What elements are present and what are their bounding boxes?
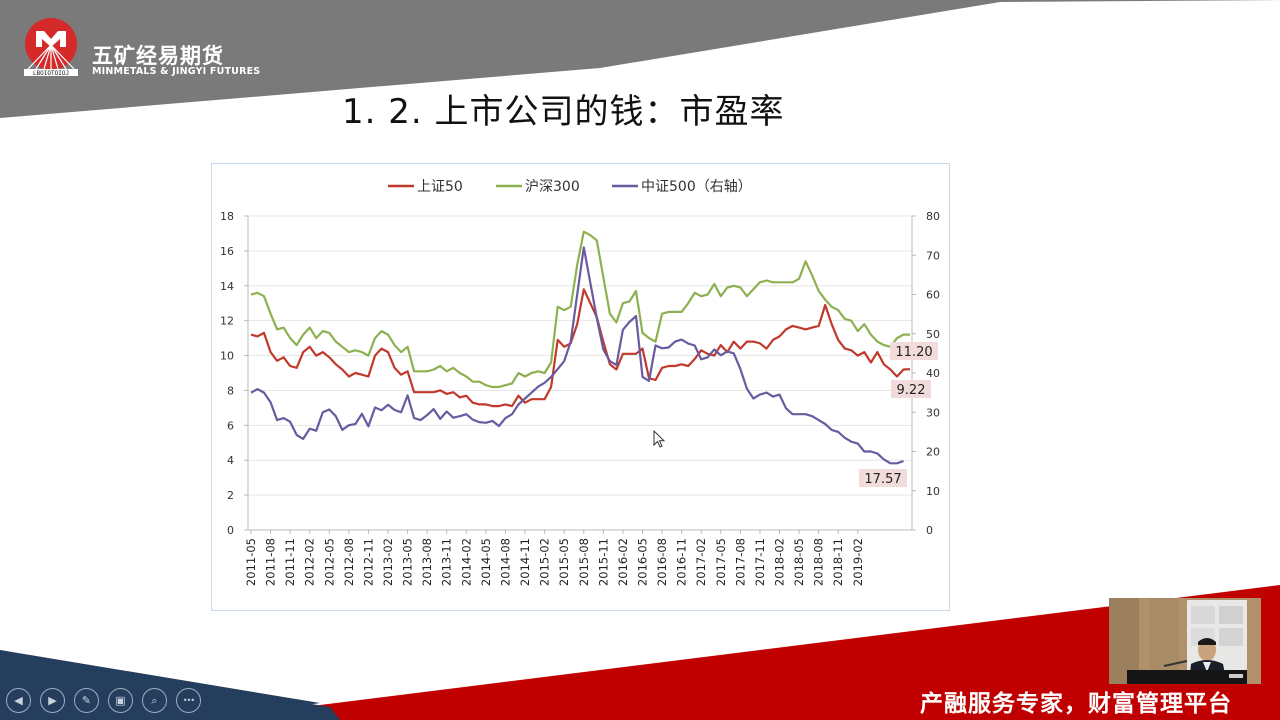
minmetals-logo: LBOIOTOIOJ [24, 18, 78, 77]
x-axis-tick-label: 2017-05 [714, 538, 728, 586]
data-label: 17.57 [864, 472, 901, 487]
left-axis-tick-label: 0 [227, 524, 234, 537]
x-axis-tick-label: 2015-08 [577, 538, 591, 586]
previous-slide-button[interactable]: ◀ [6, 688, 31, 713]
left-axis-tick-label: 18 [220, 210, 234, 223]
x-axis-tick-label: 2012-11 [361, 538, 375, 586]
more-options-button[interactable]: ••• [176, 688, 201, 713]
mouse-cursor-icon [653, 430, 666, 448]
series-line [250, 246, 904, 465]
x-axis-tick-label: 2016-08 [655, 538, 669, 586]
x-axis-tick-label: 2012-05 [322, 538, 336, 586]
zoom-button[interactable]: ⌕ [142, 688, 167, 713]
x-axis-tick-label: 2012-08 [342, 538, 356, 586]
speaker-video-frame [1109, 598, 1261, 684]
magnifier-icon: ⌕ [151, 693, 158, 707]
right-axis-tick-label: 0 [926, 524, 933, 537]
x-axis-tick-label: 2011-11 [283, 538, 297, 586]
brand-name-cn: 五矿经易期货 [92, 44, 224, 68]
left-axis-tick-label: 8 [227, 384, 234, 397]
svg-text:LBOIOTOIOJ: LBOIOTOIOJ [33, 70, 69, 77]
pen-icon: ✎ [81, 694, 92, 707]
slogan: 产融服务专家，财富管理平台 [920, 691, 1232, 717]
right-axis-tick-label: 10 [926, 485, 940, 498]
next-icon: ▶ [48, 694, 57, 707]
next-slide-button[interactable]: ▶ [40, 688, 65, 713]
x-axis-tick-label: 2014-05 [479, 538, 493, 586]
x-axis-tick-label: 2018-05 [792, 538, 806, 586]
data-label-box [859, 469, 907, 487]
legend-label: 中证500（右轴） [641, 179, 752, 195]
x-axis-tick-label: 2018-08 [812, 538, 826, 586]
chart-canvas: 0 2 4 6 8 10 12 14 16 18 0 10 20 30 40 50 60 70 80 2011-05 2… [220, 179, 940, 586]
x-axis-tick-label: 2011-08 [264, 538, 278, 586]
x-axis-tick-label: 2013-02 [381, 538, 395, 586]
right-axis-tick-label: 20 [926, 446, 940, 459]
left-axis-tick-label: 4 [227, 454, 234, 467]
x-axis-tick-label: 2018-02 [773, 538, 787, 586]
data-label-box [890, 342, 938, 360]
data-label: 11.20 [895, 345, 932, 360]
series-line [250, 230, 910, 389]
legend-label: 上证50 [417, 179, 463, 195]
legend-label: 沪深300 [525, 179, 580, 195]
left-axis-tick-label: 6 [227, 419, 234, 432]
left-axis-tick-label: 10 [220, 350, 234, 363]
x-axis-tick-label: 2014-11 [518, 538, 532, 586]
x-axis-tick-label: 2012-02 [303, 538, 317, 586]
left-axis-tick-label: 12 [220, 315, 234, 328]
x-axis-tick-label: 2017-08 [733, 538, 747, 586]
x-axis-tick-label: 2013-08 [420, 538, 434, 586]
x-axis-tick-label: 2015-05 [557, 538, 571, 586]
x-axis-tick-label: 2014-08 [498, 538, 512, 586]
x-axis-tick-label: 2019-02 [851, 538, 865, 586]
right-axis-tick-label: 30 [926, 406, 940, 419]
data-label: 9.22 [897, 383, 926, 398]
slide-title: 1. 2. 上市公司的钱：市盈率 [342, 92, 785, 132]
x-axis-tick-label: 2014-02 [459, 538, 473, 586]
pen-button[interactable]: ✎ [74, 688, 99, 713]
right-axis-tick-label: 80 [926, 210, 940, 223]
slide-sorter-button[interactable]: ▣ [108, 688, 133, 713]
more-icon: ••• [182, 696, 195, 705]
header-band [0, 0, 1280, 118]
brand-name-en: MINMETALS & JINGYI FUTURES [92, 66, 261, 77]
x-axis-tick-label: 2016-11 [675, 538, 689, 586]
right-axis-tick-label: 60 [926, 289, 940, 302]
x-axis-tick-label: 2015-11 [596, 538, 610, 586]
data-label-box [891, 380, 931, 398]
left-axis-tick-label: 16 [220, 245, 234, 258]
x-axis-tick-label: 2013-05 [401, 538, 415, 586]
pe-ratio-chart: 0 2 4 6 8 10 12 14 16 18 0 10 20 30 40 50 60 70 80 2011-05 2… [211, 163, 950, 611]
presentation-controls: ◀ ▶ ✎ ▣ ⌕ ••• [6, 688, 201, 713]
speaker-video [1109, 598, 1261, 684]
x-axis-tick-label: 2018-11 [831, 538, 845, 586]
left-axis-tick-label: 2 [227, 489, 234, 502]
x-axis-tick-label: 2016-02 [616, 538, 630, 586]
left-axis-tick-label: 14 [220, 280, 234, 293]
x-axis-tick-label: 2013-11 [440, 538, 454, 586]
x-axis-tick-label: 2011-05 [244, 538, 258, 586]
x-axis-tick-label: 2016-05 [635, 538, 649, 586]
slide-sorter-icon: ▣ [115, 694, 126, 707]
x-axis-tick-label: 2017-11 [753, 538, 767, 586]
x-axis-tick-label: 2015-02 [538, 538, 552, 586]
right-axis-tick-label: 70 [926, 249, 940, 262]
right-axis-tick-label: 50 [926, 328, 940, 341]
x-axis-tick-label: 2017-02 [694, 538, 708, 586]
series-line [250, 288, 911, 408]
previous-icon: ◀ [14, 694, 23, 707]
right-axis-tick-label: 40 [926, 367, 940, 380]
